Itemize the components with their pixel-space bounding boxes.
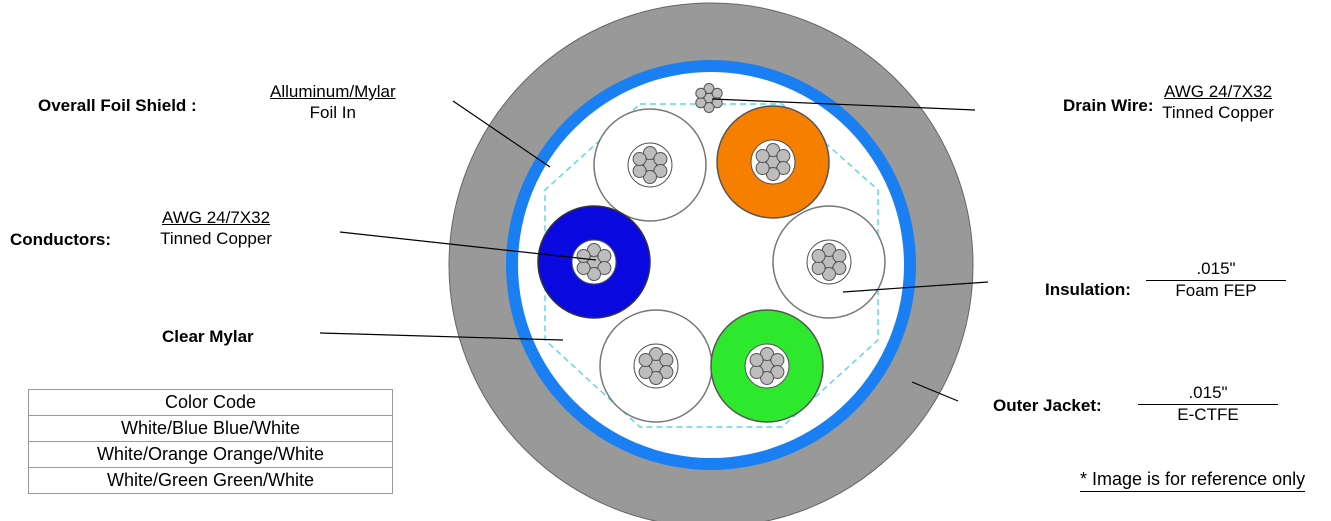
conductor-green [710, 309, 824, 423]
label-drain-wire: Drain Wire: [1063, 96, 1154, 115]
color-code-table: Color Code White/Blue Blue/White White/O… [28, 389, 393, 494]
leader-mylar [319, 332, 564, 341]
color-code-row: White/Orange Orange/White [28, 441, 393, 468]
spec-foil-top: Alluminum/Mylar [270, 82, 396, 101]
spec-drain: AWG 24/7X32 Tinned Copper [1162, 82, 1274, 123]
color-code-header: Color Code [28, 389, 393, 416]
spec-conductors-top: AWG 24/7X32 [162, 208, 271, 227]
label-overall-foil-shield: Overall Foil Shield : [38, 96, 197, 115]
spec-drain-bottom: Tinned Copper [1162, 103, 1274, 122]
conductor-orange [716, 105, 830, 219]
conductor-white-1 [593, 108, 707, 222]
spec-insulation: .015" Foam FEP [1146, 259, 1286, 301]
leader-insulation [842, 281, 989, 293]
spec-conductors-bottom: Tinned Copper [160, 229, 272, 248]
leader-foil [452, 100, 551, 168]
color-code-row: White/Green Green/White [28, 467, 393, 494]
spec-drain-top: AWG 24/7X32 [1164, 82, 1273, 101]
reference-note: * Image is for reference only [1080, 469, 1306, 492]
label-conductors: Conductors: [10, 230, 112, 249]
spec-foil-bottom: Foil In [309, 103, 356, 122]
label-clear-mylar: Clear Mylar [162, 327, 254, 346]
conductor-white-3 [599, 309, 713, 423]
label-outer-jacket: Outer Jacket: [993, 396, 1102, 415]
leader-lines [319, 98, 989, 402]
spec-conductors: AWG 24/7X32 Tinned Copper [160, 208, 272, 249]
leader-drain [711, 98, 976, 111]
spec-jacket: .015" E-CTFE [1138, 383, 1278, 425]
spec-foil: Alluminum/Mylar Foil In [268, 82, 398, 123]
conductor-blue [537, 205, 651, 319]
color-code-row: White/Blue Blue/White [28, 415, 393, 442]
conductor-white-2 [772, 205, 886, 319]
spec-insulation-bottom: Foam FEP [1175, 281, 1257, 300]
spec-jacket-top: .015" [1138, 383, 1278, 405]
spec-insulation-top: .015" [1146, 259, 1286, 281]
label-insulation: Insulation: [1045, 280, 1131, 299]
leader-jacket [911, 381, 959, 402]
leader-conductors [339, 231, 597, 261]
spec-jacket-bottom: E-CTFE [1177, 405, 1239, 424]
